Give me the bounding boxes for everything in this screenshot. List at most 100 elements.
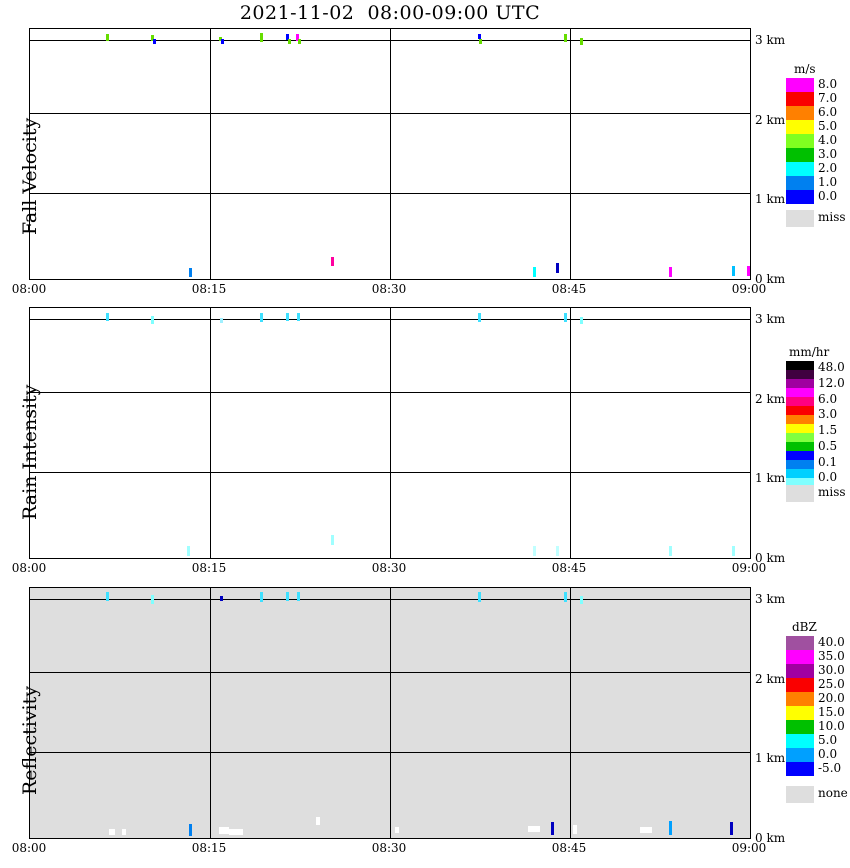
colorbar-swatch [786,190,814,204]
colorbar-swatch [786,370,814,379]
data-mark [220,596,223,601]
data-mark [533,267,536,277]
colorbar-swatch [786,148,814,162]
colorbar-tick-label: 30.0 [818,663,845,677]
data-mark [479,39,482,44]
data-mark [189,824,192,836]
data-mark [395,827,399,833]
colorbar-swatch [786,406,814,415]
colorbar-tick-label: 0.5 [818,438,838,453]
xtick-0845-p1: 08:45 [551,282,587,296]
colorbar-tick-label: 25.0 [818,677,845,691]
ytick-0km-p1: 0 km [755,272,786,286]
colorbar-tick-label: 12.0 [818,375,845,390]
colorbar-tick-label: 48.0 [818,360,845,374]
colorbar-tick-label: 20.0 [818,691,845,705]
axis-label-rain-intensity: Rain Intensity [19,384,41,520]
data-mark [298,39,301,44]
colorbar-tick-label: 1.0 [818,175,838,189]
data-mark [151,316,154,324]
colorbar-tick-label: 8.0 [818,77,838,91]
colorbar-tick-label: 0.0 [818,189,838,203]
colorbar-missing-label-fall-velocity: miss [818,210,846,224]
colorbar-swatch [786,460,814,469]
data-mark [669,546,672,556]
gridline-0830 [390,29,391,279]
colorbar-tick-label: 35.0 [818,649,845,663]
colorbar-swatch [786,720,814,734]
data-mark [122,829,126,835]
gridline-0815 [210,588,211,838]
ytick-0km-p3: 0 km [755,831,786,845]
data-marks-fall-velocity [30,29,750,279]
colorbar-unit-reflectivity: dBZ [792,620,817,634]
colorbar-missing-swatch-rain-intensity [786,485,814,502]
data-mark [331,257,334,266]
xtick-0815-p2: 08:15 [191,561,227,575]
colorbar-tick-label: 15.0 [818,705,845,719]
data-mark [187,546,190,556]
colorbar-tick-label: 4.0 [818,133,838,147]
colorbar-swatch [786,469,814,478]
ytick-1km-p1: 1 km [755,192,786,206]
data-mark [331,535,334,545]
colorbar-tick-label: 5.0 [818,733,838,747]
data-mark [219,37,222,41]
colorbar-tick-label: -5.0 [818,761,842,775]
colorbar-swatch [786,92,814,106]
xtick-0900-p2: 09:00 [731,561,767,575]
colorbar-unit-fall-velocity: m/s [794,62,816,76]
colorbar-tick-label: 0.1 [818,454,838,469]
colorbar-swatch [786,433,814,442]
data-mark [478,592,481,602]
colorbar-swatch [786,664,814,678]
data-mark [640,827,652,833]
data-mark [580,317,583,324]
ytick-1km-p2: 1 km [755,471,786,485]
colorbar-swatch [786,388,814,397]
axis-label-fall-velocity: Fall Velocity [19,117,41,235]
data-mark [189,268,192,277]
colorbar-swatch [786,692,814,706]
colorbar-swatch [786,361,814,370]
colorbar-swatch [786,120,814,134]
plot-area-reflectivity [29,587,751,839]
data-mark [669,267,672,277]
colorbar-swatch [786,106,814,120]
plot-area-rain-intensity [29,307,751,559]
colorbar-swatch [786,176,814,190]
xtick-0800-p1: 08:00 [11,282,47,296]
panel-fall-velocity [29,28,751,280]
data-mark [106,34,109,41]
colorbar-swatch [786,397,814,406]
panel-rain-intensity [29,307,751,559]
data-mark [288,39,291,44]
figure-title: 2021-11-02 08:00-09:00 UTC [239,2,541,24]
ytick-0km-p2: 0 km [755,551,786,565]
data-mark [533,546,536,556]
colorbar-missing-label-reflectivity: none [818,786,848,800]
data-mark [316,817,320,825]
gridline-0830 [390,588,391,838]
data-mark [153,39,156,44]
data-mark [286,34,289,40]
xtick-0845-p3: 08:45 [551,841,587,855]
colorbar-tick-label: 0.0 [818,470,838,485]
colorbar-swatch [786,78,814,92]
data-mark [551,822,554,835]
data-marks-rain-intensity [30,308,750,558]
data-marks-reflectivity [30,588,750,838]
ytick-1km-p3: 1 km [755,751,786,765]
colorbar-tick-label: 1.5 [818,423,838,437]
xtick-0815-p3: 08:15 [191,841,227,855]
data-mark [580,596,583,604]
gridline-0815 [210,308,211,558]
xtick-0830-p1: 08:30 [371,282,407,296]
data-mark [219,827,229,834]
data-mark [260,313,263,322]
ytick-3km-p3: 3 km [755,592,786,606]
colorbar-swatch [786,415,814,424]
colorbar-swatch [786,636,814,650]
data-mark [478,34,481,39]
colorbar-strip-rain-intensity [786,361,814,487]
